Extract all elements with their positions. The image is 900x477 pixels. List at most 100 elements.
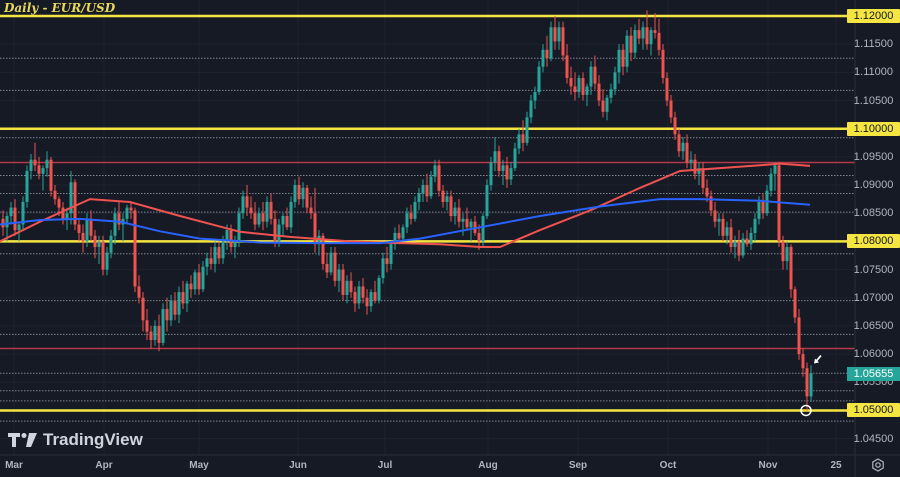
moving-averages <box>0 162 811 248</box>
time-tick-label: May <box>189 460 209 471</box>
candle <box>81 232 85 242</box>
candle <box>581 77 585 95</box>
candle <box>417 193 421 202</box>
candle <box>513 148 517 169</box>
candle <box>141 297 145 321</box>
candle <box>73 182 77 225</box>
candle <box>773 165 777 174</box>
candle <box>493 151 497 163</box>
candle <box>329 252 333 273</box>
candle <box>549 27 553 59</box>
candle <box>153 325 157 341</box>
horizontal-levels <box>0 14 855 422</box>
candle <box>697 168 701 174</box>
candle <box>221 241 225 259</box>
candle <box>85 218 89 242</box>
candle <box>345 280 349 295</box>
candle <box>281 216 285 225</box>
candle <box>613 72 617 90</box>
candle <box>541 49 545 67</box>
tradingview-logo[interactable]: TradingView <box>8 430 143 450</box>
candle <box>689 159 693 163</box>
candle <box>797 317 801 355</box>
candle <box>225 230 229 242</box>
logo-text: TradingView <box>43 430 143 449</box>
price-tick-label: 1.09000 <box>853 179 894 192</box>
moving-average-line <box>0 198 811 245</box>
candles <box>1 10 813 411</box>
candle <box>421 185 425 194</box>
candle <box>321 235 325 264</box>
candle <box>753 218 757 233</box>
candle <box>101 241 105 270</box>
candle <box>185 283 189 304</box>
candle <box>701 168 705 188</box>
candle <box>53 190 57 200</box>
candle <box>289 201 293 228</box>
candle <box>257 213 261 225</box>
candle <box>57 199 61 208</box>
candle <box>269 201 273 219</box>
settings-icon[interactable] <box>871 458 885 472</box>
candle <box>661 49 665 78</box>
time-tick-label: Mar <box>5 460 23 471</box>
candle <box>237 213 241 242</box>
candle <box>301 187 305 200</box>
candle <box>585 86 589 95</box>
candle <box>717 218 721 222</box>
candle <box>93 235 97 248</box>
candle <box>437 165 441 191</box>
candle <box>229 230 233 248</box>
candle <box>401 227 405 239</box>
candle <box>105 252 109 270</box>
candle <box>409 213 413 219</box>
candle <box>193 272 197 290</box>
candle <box>449 196 453 217</box>
candle <box>273 218 277 242</box>
candle <box>145 320 149 332</box>
candle <box>641 27 645 39</box>
candle <box>377 278 381 301</box>
candle <box>573 86 577 93</box>
candle <box>209 258 213 264</box>
price-tick-label: 1.11000 <box>854 66 893 79</box>
candle <box>189 283 193 290</box>
chart-title: Daily - EUR/USD <box>4 1 116 15</box>
candle <box>197 272 201 290</box>
candle <box>709 196 713 211</box>
arrow-marker <box>814 358 819 364</box>
candle <box>205 258 209 267</box>
candle <box>177 292 181 315</box>
candle <box>425 185 429 197</box>
candle <box>501 165 505 171</box>
price-tick-label: 1.07500 <box>853 263 894 276</box>
candle <box>665 77 669 101</box>
candle <box>441 190 445 202</box>
time-tick-label: Sep <box>568 460 588 471</box>
candle <box>45 159 49 169</box>
candle <box>757 201 761 219</box>
candle <box>341 269 345 295</box>
candle <box>533 92 537 101</box>
time-tick-label: Jul <box>377 460 393 471</box>
candle <box>201 266 205 290</box>
candle <box>645 27 649 45</box>
current-price-label: 1.05655 <box>847 366 900 381</box>
candle <box>681 142 685 152</box>
price-tick-label: 1.06000 <box>853 348 894 361</box>
candle <box>109 235 113 253</box>
candle <box>37 165 41 174</box>
candle <box>261 213 265 222</box>
candle <box>673 117 677 135</box>
candle <box>481 216 485 242</box>
candle <box>609 89 613 98</box>
candle <box>733 241 737 248</box>
time-tick-label: Jun <box>289 460 307 471</box>
candle <box>5 216 9 228</box>
candle <box>385 258 389 264</box>
time-tick-label: Apr <box>95 460 113 471</box>
candle <box>285 216 289 228</box>
candle <box>253 213 257 225</box>
candle <box>265 201 269 222</box>
